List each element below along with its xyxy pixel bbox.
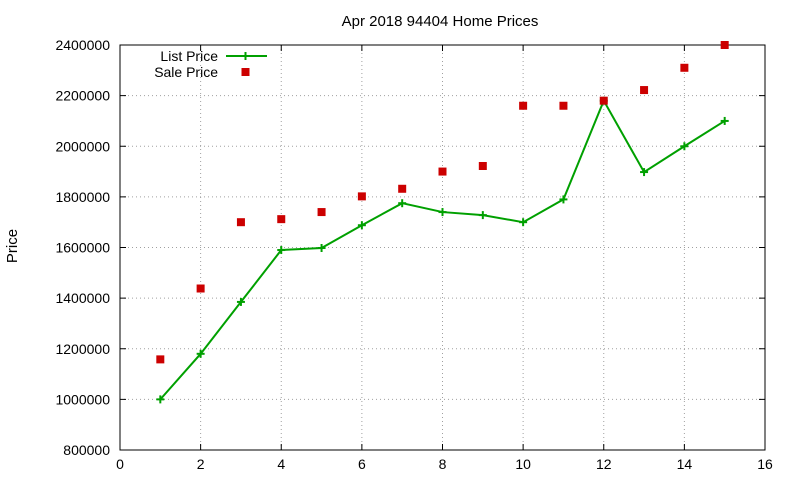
y-tick-label: 1200000 [55,341,110,357]
data-point [156,355,165,364]
series-1 [156,41,729,364]
x-tick-label: 14 [677,456,693,472]
data-point [317,208,326,217]
x-tick-label: 4 [277,456,285,472]
x-tick-label: 6 [358,456,366,472]
data-point [438,208,447,217]
data-point [519,101,528,110]
y-tick-label: 800000 [63,442,110,458]
series-0 [156,96,729,404]
data-point [559,101,568,110]
data-point [196,284,205,293]
y-tick-label: 1400000 [55,290,110,306]
x-tick-label: 16 [757,456,773,472]
y-tick-label: 1800000 [55,189,110,205]
data-point [317,244,326,253]
data-point [277,246,286,255]
legend-key-marker [241,52,250,60]
y-tick-label: 1000000 [55,391,110,407]
series-layer [156,41,729,404]
x-tick-label: 0 [116,456,124,472]
y-axis-label: Price [4,229,21,263]
legend-label: Sale Price [154,64,218,80]
data-point [398,184,407,193]
x-tick-label: 8 [439,456,447,472]
x-tick-label: 2 [197,456,205,472]
data-point [720,41,729,49]
x-tick-label: 10 [515,456,531,472]
data-point [680,142,689,151]
legend-key-marker [241,68,250,76]
data-point [398,199,407,208]
grid-lines [120,45,765,450]
data-point [196,349,205,358]
data-point [720,116,729,125]
x-tick-label: 12 [596,456,612,472]
data-point [438,167,447,176]
data-point [680,63,689,72]
y-tick-label: 2000000 [55,138,110,154]
y-tick-label: 1600000 [55,240,110,256]
data-point [640,86,649,95]
legend-label: List Price [160,48,218,64]
data-point [640,168,649,177]
data-point [519,218,528,227]
y-tick-label: 2200000 [55,88,110,104]
data-point [599,96,608,105]
data-point [478,211,487,220]
y-tick-label: 2400000 [55,37,110,53]
data-point [559,195,568,204]
data-point [357,221,366,230]
axis-ticks: 0 2 4 6 8 10 12 14 16 800000 1000000 1200000 1400000… [55,37,773,472]
data-point [357,192,366,201]
data-point [156,395,165,404]
data-point [478,161,487,170]
chart-title: Apr 2018 94404 Home Prices [342,13,539,30]
data-point [236,297,245,306]
data-point [277,215,286,224]
data-point [236,218,245,227]
